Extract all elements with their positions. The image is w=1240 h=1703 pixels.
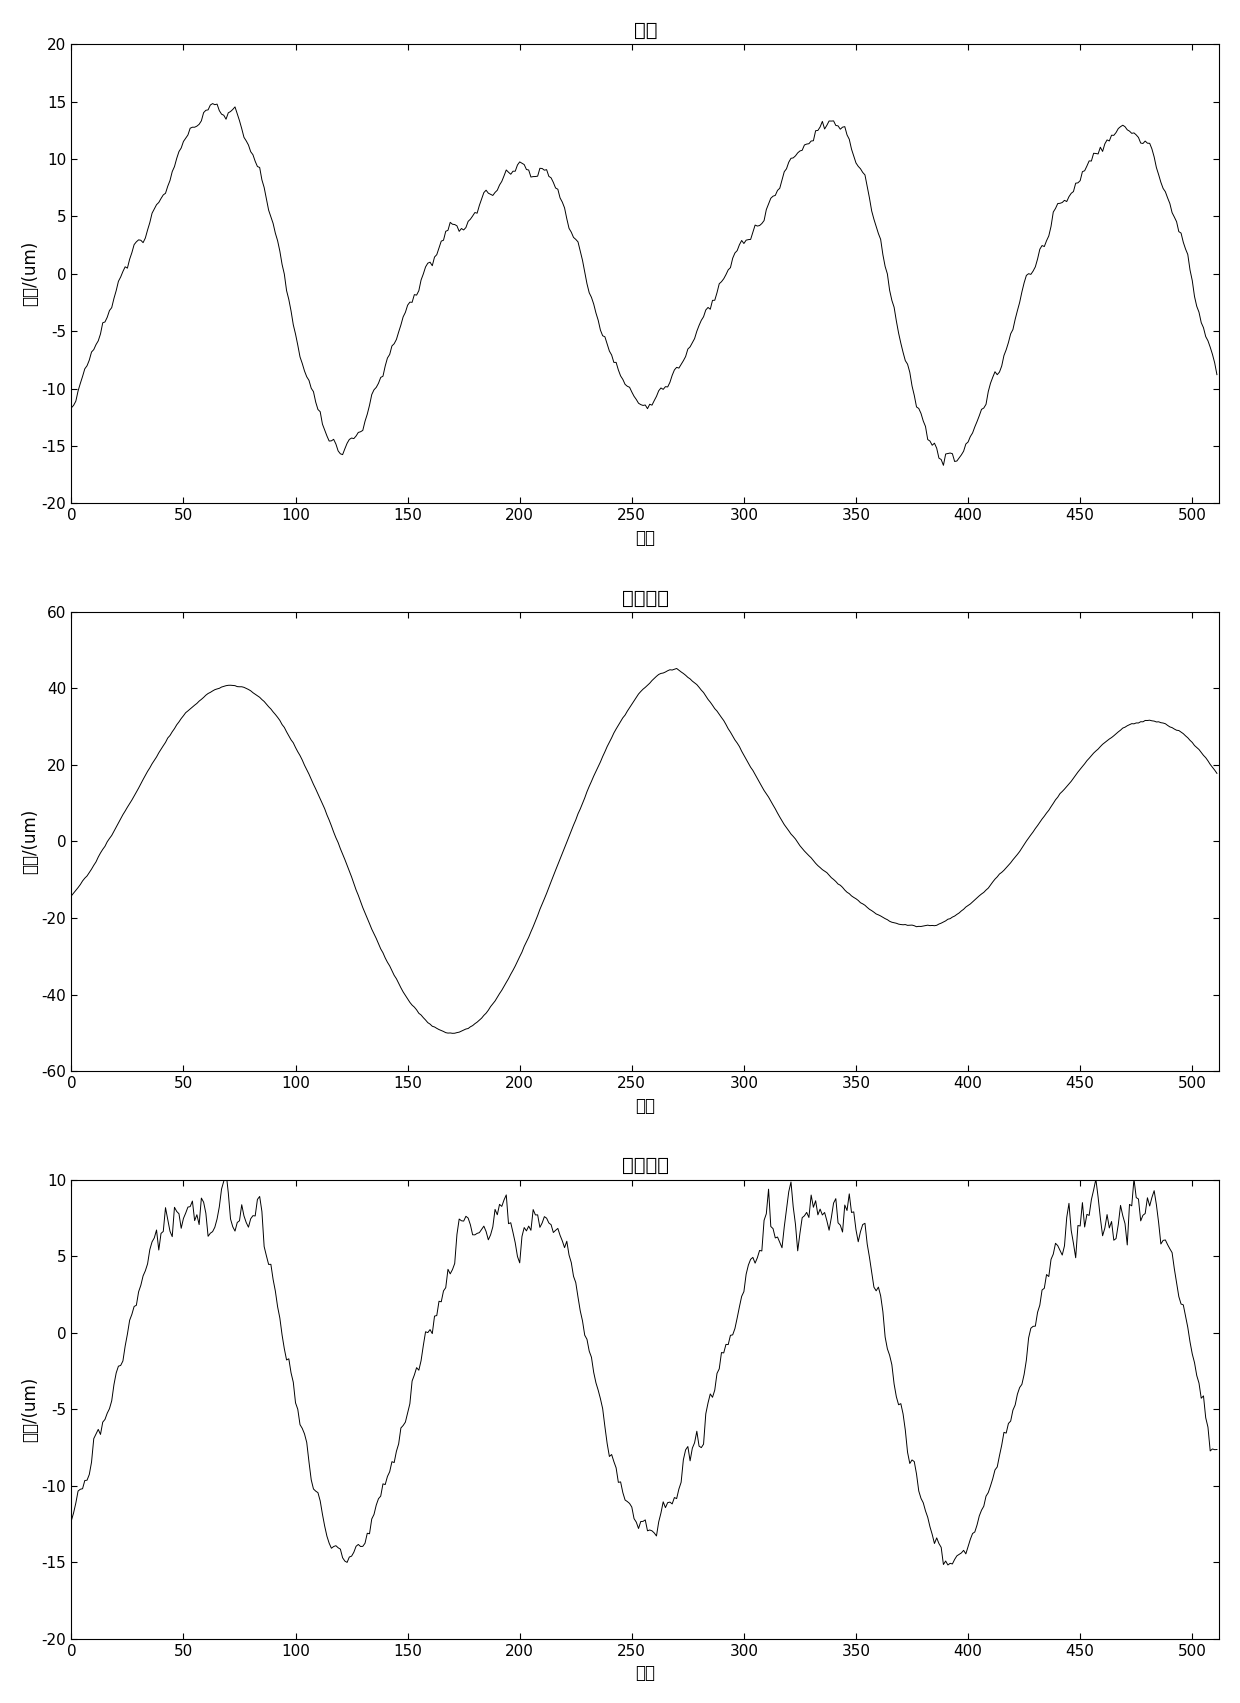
X-axis label: 时间: 时间 (635, 530, 655, 547)
X-axis label: 时间: 时间 (635, 1097, 655, 1114)
X-axis label: 时间: 时间 (635, 1664, 655, 1683)
Y-axis label: 幅値/(um): 幅値/(um) (21, 1376, 38, 1442)
Title: 气流激振: 气流激振 (621, 589, 668, 608)
Title: 正常: 正常 (634, 20, 657, 39)
Title: 动静碰磨: 动静碰磨 (621, 1156, 668, 1175)
Y-axis label: 幅値/(um): 幅値/(um) (21, 242, 38, 307)
Y-axis label: 幅値/(um): 幅値/(um) (21, 809, 38, 874)
